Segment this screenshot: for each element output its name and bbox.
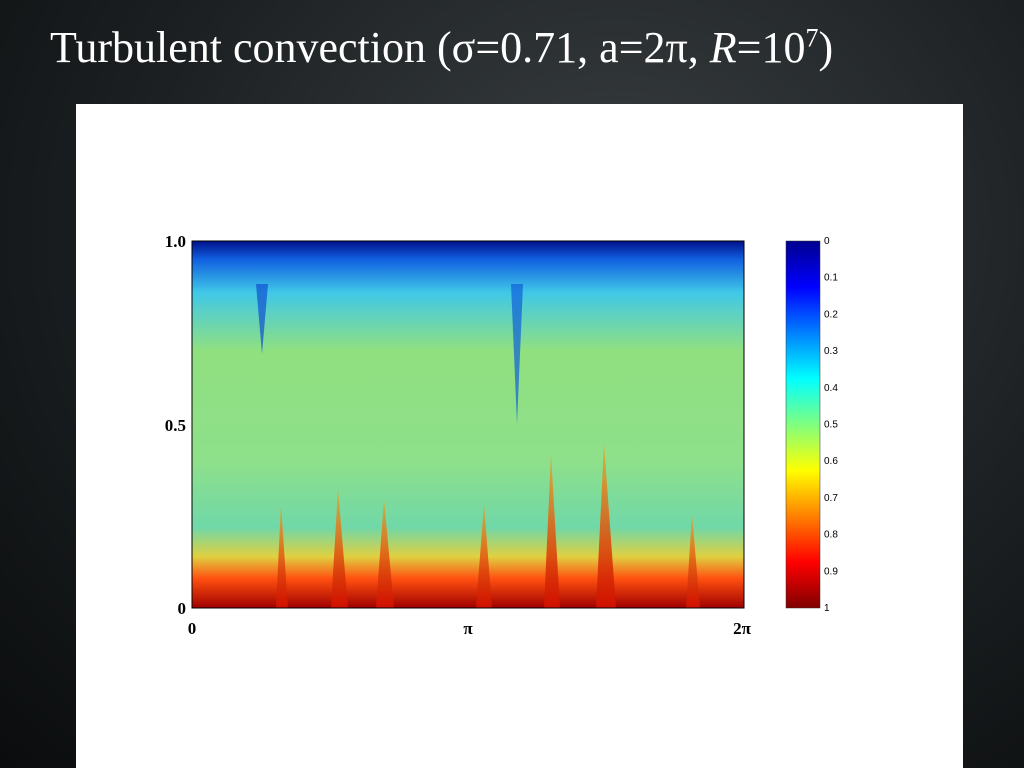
colorbar-label: 0.8: [824, 530, 838, 541]
colorbar-label: 0.7: [824, 493, 838, 504]
x-tick-label: π: [463, 619, 473, 638]
colorbar-label: 0.2: [824, 309, 838, 320]
slide-title: Turbulent convection (σ=0.71, a=2π, R=10…: [50, 22, 833, 73]
title-text: =10: [736, 23, 806, 72]
x-tick-label: 0: [188, 619, 197, 638]
colorbar-label: 0: [824, 236, 830, 247]
colorbar-labels: 0 0.1 0.2 0.3 0.4 0.5 0.6 0.7 0.8 0.9 1: [824, 236, 838, 614]
figure-panel: 1.0 0.5 0 0 π 2π 0 0.1 0.2 0.3 0.4 0.5 0.6 0.7 0…: [76, 104, 963, 768]
plot-frame: [191, 240, 745, 609]
colorbar-label: 0.4: [824, 383, 838, 394]
title-text: ): [818, 23, 834, 72]
title-text: Turbulent convection (σ=0.71, a=2π,: [50, 23, 710, 72]
colorbar-label: 1: [824, 603, 830, 614]
colorbar-label: 0.5: [824, 420, 838, 431]
plumes: [256, 284, 700, 608]
colorbar-label: 0.9: [824, 566, 838, 577]
colorbar-label: 0.6: [824, 456, 838, 467]
x-tick-label: 2π: [733, 619, 752, 638]
y-tick-label: 0: [178, 599, 187, 618]
colorbar-label: 0.1: [824, 273, 838, 284]
colorbar-label: 0.3: [824, 346, 838, 357]
y-tick-label: 0.5: [165, 416, 186, 435]
colorbar: [785, 240, 821, 609]
temperature-field: [192, 241, 744, 608]
y-tick-label: 1.0: [165, 232, 186, 251]
title-sup: 7: [805, 23, 819, 53]
figure: 1.0 0.5 0 0 π 2π 00.10.20.30.40.50.60.70…: [165, 232, 839, 638]
title-italic: R: [709, 23, 737, 72]
